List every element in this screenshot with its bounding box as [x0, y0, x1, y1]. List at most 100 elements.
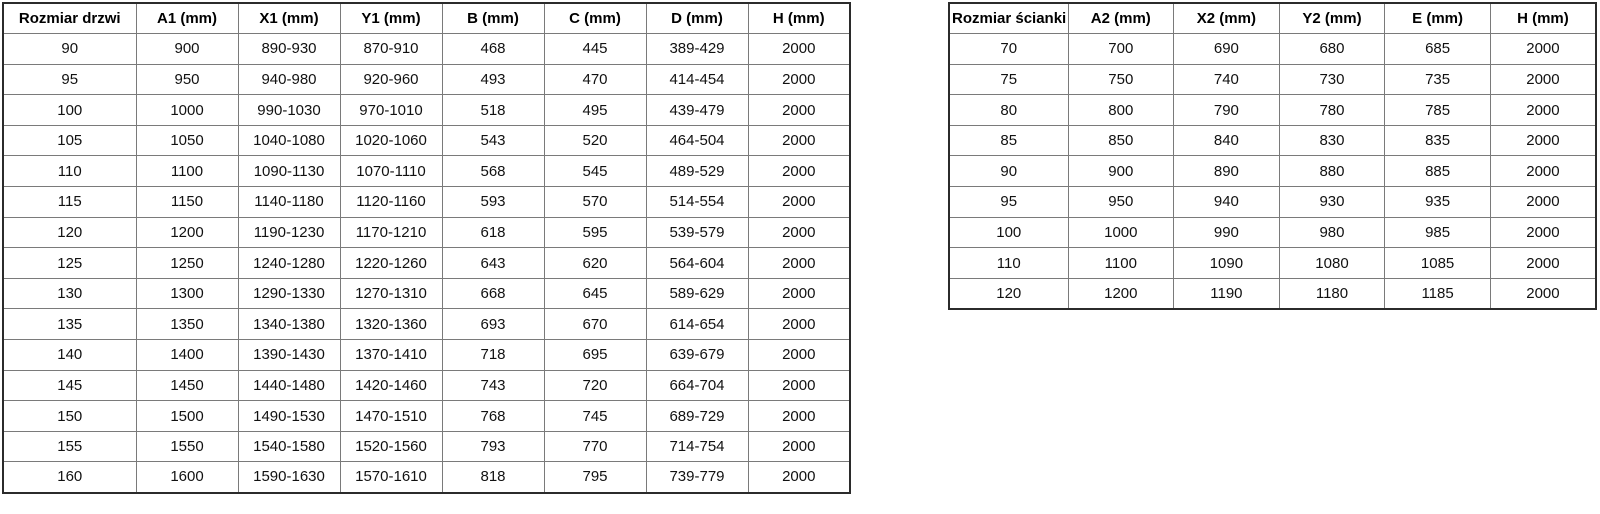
- table-cell: 620: [543, 247, 647, 279]
- table-cell: 1180: [1278, 277, 1386, 310]
- wall-panel-dimensions-table: Rozmiar ścianki A2 (mm) X2 (mm) Y2 (mm) E (m…: [948, 2, 1597, 310]
- table-cell: 1290-1330: [237, 277, 341, 310]
- table-cell: 1140-1180: [237, 186, 341, 218]
- table-cell: 593: [441, 186, 545, 218]
- table-cell: 85: [948, 124, 1069, 157]
- table-cell: 2000: [1489, 155, 1597, 188]
- table-cell: 1100: [1067, 247, 1175, 279]
- table-cell: 718: [441, 339, 545, 371]
- table-cell: 670: [543, 308, 647, 341]
- table-cell: 2000: [747, 339, 851, 371]
- table-cell: 1270-1310: [339, 277, 443, 310]
- table-cell: 920-960: [339, 63, 443, 96]
- table-cell: 885: [1384, 155, 1491, 188]
- table-cell: 2000: [1489, 277, 1597, 310]
- table-cell: 940-980: [237, 63, 341, 96]
- table-cell: 493: [441, 63, 545, 96]
- table-cell: 1420-1460: [339, 369, 443, 402]
- table-cell: 1500: [135, 400, 239, 432]
- table-cell: 990: [1173, 216, 1280, 249]
- table-cell: 664-704: [645, 369, 749, 402]
- table-cell: 1070-1110: [339, 155, 443, 188]
- table-cell: 2000: [747, 430, 851, 463]
- table-cell: 1000: [1067, 216, 1175, 249]
- table-cell: 790: [1173, 94, 1280, 126]
- table-cell: 768: [441, 400, 545, 432]
- table-cell: 743: [441, 369, 545, 402]
- table-cell: 1490-1530: [237, 400, 341, 432]
- table-cell: 70: [948, 33, 1069, 65]
- table-cell: 795: [543, 461, 647, 493]
- table-cell: 793: [441, 430, 545, 463]
- table-row: 105 1050 1040-1080 1020-1060 543 520 464-504 20…: [2, 124, 851, 157]
- table-cell: 835: [1384, 124, 1491, 157]
- table-cell: 100: [948, 216, 1069, 249]
- table-row: 150 1500 1490-1530 1470-1510 768 745 689-729 20…: [2, 400, 851, 432]
- table-cell: 1340-1380: [237, 308, 341, 341]
- table-cell: 2000: [1489, 94, 1597, 126]
- table-cell: 1150: [135, 186, 239, 218]
- table-cell: 514-554: [645, 186, 749, 218]
- column-header: D (mm): [645, 2, 749, 35]
- table-cell: 568: [441, 155, 545, 188]
- table-cell: 740: [1173, 63, 1280, 96]
- table-cell: 1570-1610: [339, 461, 443, 493]
- table-cell: 1240-1280: [237, 247, 341, 279]
- table-cell: 1100: [135, 155, 239, 188]
- column-header: E (mm): [1384, 2, 1491, 35]
- table-cell: 2000: [1489, 124, 1597, 157]
- table-cell: 693: [441, 308, 545, 341]
- table-cell: 1120-1160: [339, 186, 443, 218]
- table-cell: 985: [1384, 216, 1491, 249]
- table-cell: 1320-1360: [339, 308, 443, 341]
- table-cell: 735: [1384, 63, 1491, 96]
- table-cell: 545: [543, 155, 647, 188]
- table-cell: 2000: [747, 461, 851, 493]
- table-row: 125 1250 1240-1280 1220-1260 643 620 564-604 20…: [2, 247, 851, 279]
- column-header: X1 (mm): [237, 2, 341, 35]
- table-cell: 2000: [1489, 33, 1597, 65]
- table-cell: 125: [2, 247, 137, 279]
- table-cell: 1040-1080: [237, 124, 341, 157]
- table-cell: 90: [948, 155, 1069, 188]
- table-cell: 95: [2, 63, 137, 96]
- table-cell: 818: [441, 461, 545, 493]
- table-cell: 464-504: [645, 124, 749, 157]
- table-cell: 110: [2, 155, 137, 188]
- table-cell: 2000: [1489, 216, 1597, 249]
- column-header: A1 (mm): [135, 2, 239, 35]
- table-row: 95 950 940 930 935 2000: [948, 186, 1597, 218]
- table-row: 100 1000 990 980 985 2000: [948, 216, 1597, 249]
- table-cell: 900: [135, 33, 239, 65]
- table-cell: 695: [543, 339, 647, 371]
- table-cell: 120: [2, 216, 137, 249]
- table-cell: 90: [2, 33, 137, 65]
- table-row: 145 1450 1440-1480 1420-1460 743 720 664-704 20…: [2, 369, 851, 402]
- table-cell: 1300: [135, 277, 239, 310]
- table-cell: 685: [1384, 33, 1491, 65]
- table-cell: 1085: [1384, 247, 1491, 279]
- table-cell: 1185: [1384, 277, 1491, 310]
- column-header: B (mm): [441, 2, 545, 35]
- table-cell: 1440-1480: [237, 369, 341, 402]
- table-cell: 1590-1630: [237, 461, 341, 493]
- table-cell: 614-654: [645, 308, 749, 341]
- table-cell: 935: [1384, 186, 1491, 218]
- table-cell: 840: [1173, 124, 1280, 157]
- table-cell: 150: [2, 400, 137, 432]
- table-cell: 1170-1210: [339, 216, 443, 249]
- table-row: 110 1100 1090-1130 1070-1110 568 545 489-529 20…: [2, 155, 851, 188]
- table-cell: 870-910: [339, 33, 443, 65]
- table-row: 130 1300 1290-1330 1270-1310 668 645 589-629 20…: [2, 277, 851, 310]
- table-cell: 1520-1560: [339, 430, 443, 463]
- table-row: 95 950 940-980 920-960 493 470 414-454 2000: [2, 63, 851, 96]
- table-cell: 445: [543, 33, 647, 65]
- table-cell: 2000: [747, 155, 851, 188]
- table-row: 80 800 790 780 785 2000: [948, 94, 1597, 126]
- table-cell: 890-930: [237, 33, 341, 65]
- table-cell: 690: [1173, 33, 1280, 65]
- table-cell: 115: [2, 186, 137, 218]
- table-cell: 1000: [135, 94, 239, 126]
- table-row: 160 1600 1590-1630 1570-1610 818 795 739-779 20…: [2, 461, 851, 493]
- table-cell: 100: [2, 94, 137, 126]
